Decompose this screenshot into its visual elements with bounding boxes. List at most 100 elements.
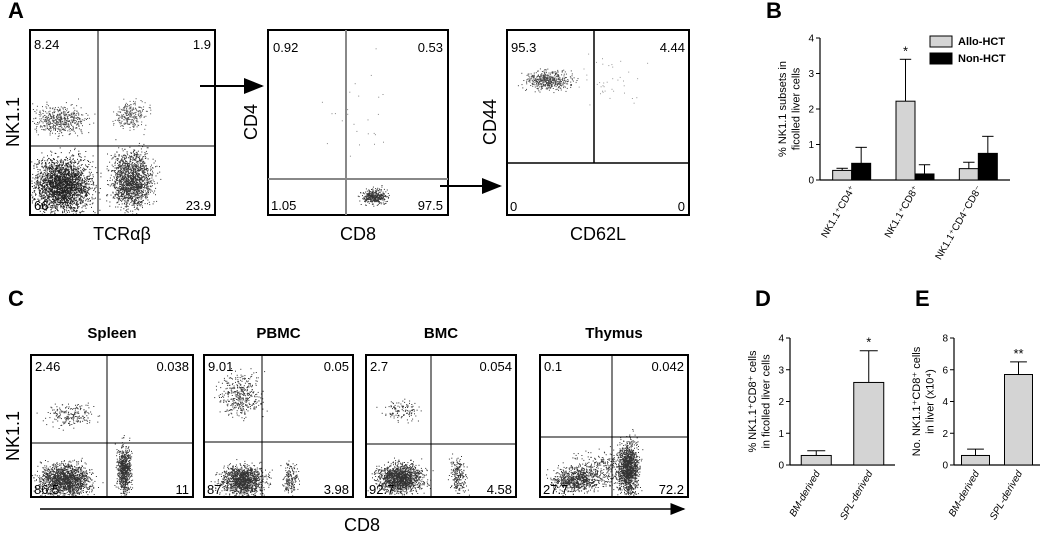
- legend-swatch: [929, 52, 953, 65]
- y-axis-title-line1: % NK1.1⁺CD8⁺ cells: [747, 350, 759, 453]
- quadrant-ur: 0.05: [324, 359, 349, 374]
- y-tick-label: 3: [778, 365, 784, 376]
- sample-title: Spleen: [87, 325, 136, 342]
- quadrant-lr: 4.58: [487, 482, 512, 497]
- significance-marker: **: [1013, 346, 1023, 361]
- flow-plot-c1: Spleen 2.46 0.038 86.5 11: [30, 325, 194, 498]
- bar: [914, 173, 935, 181]
- quadrant-lr: 3.98: [324, 482, 349, 497]
- flow-plot-c2: PBMC 9.01 0.05 87 3.98: [203, 325, 354, 498]
- legend-label: Allo-HCT: [958, 36, 1005, 48]
- plot-frame: [30, 354, 194, 498]
- y-axis-title-line1: No. NK1.1⁺CD8⁺ cells: [911, 346, 923, 456]
- quadrant-ul: 0.92: [273, 40, 298, 55]
- bar: [851, 162, 872, 181]
- panel-label-d: D: [755, 286, 771, 311]
- y-tick-label: 4: [778, 334, 784, 345]
- quadrant-lr: 0: [678, 199, 685, 214]
- quadrant-ll: 92.7: [369, 482, 394, 497]
- quadrant-ll: 0: [510, 199, 517, 214]
- plot-frame: [365, 354, 517, 498]
- bar-chart-d: 0 1 2 3 4 % NK1.1⁺CD8⁺ cellsin ficolled liver…: [747, 334, 895, 523]
- x-axis-title: CD62L: [570, 224, 626, 244]
- quadrant-ll: 87: [207, 482, 221, 497]
- y-tick-label: 6: [942, 365, 948, 376]
- bar: [961, 454, 990, 466]
- quadrant-ur: 0.53: [418, 40, 443, 55]
- y-axis-title: CD44: [480, 99, 500, 145]
- category-label: SPL-derived: [838, 469, 875, 523]
- y-tick-label: 0: [808, 176, 814, 187]
- scatter-density: [31, 98, 162, 215]
- plot-frame: [203, 354, 354, 498]
- panel-c-plots: Spleen 2.46 0.038 86.5 11 PBMC 9.01 0.05 87 3.98 B…: [30, 325, 689, 498]
- panel-c-x-axis-title: CD8: [344, 515, 380, 535]
- bar: [853, 381, 885, 466]
- y-tick-label: 0: [942, 461, 948, 472]
- y-axis-title-line1: % NK1.1 subsets in: [777, 61, 789, 157]
- category-label: NK1.1⁺CD8⁺: [883, 184, 922, 240]
- x-axis-title: CD8: [340, 224, 376, 244]
- y-tick-label: 2: [778, 397, 784, 408]
- quadrant-lr: 97.5: [418, 198, 443, 213]
- plot-frame: [29, 29, 216, 216]
- quadrant-ul: 8.24: [34, 37, 59, 52]
- y-tick-label: 8: [942, 334, 948, 345]
- quadrant-ur: 0.038: [156, 359, 189, 374]
- panel-label-b: B: [766, 0, 782, 23]
- plot-frame: [539, 354, 689, 498]
- quadrant-ul: 2.46: [35, 359, 60, 374]
- flow-plot-a1: 8.24 1.9 66 23.9 TCRαβ NK1.1: [3, 29, 216, 244]
- legend-label: Non-HCT: [958, 53, 1006, 65]
- bar: [958, 168, 979, 181]
- y-axis-title-line2: in liver (x10⁴): [924, 369, 936, 434]
- plot-frame: [506, 29, 690, 216]
- quadrant-ur: 0.054: [479, 359, 512, 374]
- y-tick-label: 2: [942, 429, 948, 440]
- sample-title: Thymus: [585, 325, 643, 342]
- scatter-density: [367, 398, 470, 497]
- y-tick-label: 3: [808, 69, 814, 80]
- bar: [800, 454, 832, 466]
- y-axis-title: NK1.1: [3, 97, 23, 147]
- bar-chart-e: 0 2 4 6 8 No. NK1.1⁺CD8⁺ cellsin liver (x10⁴)…: [911, 334, 1040, 522]
- y-tick-label: 0: [778, 461, 784, 472]
- quadrant-ul: 2.7: [370, 359, 388, 374]
- bar: [895, 100, 916, 181]
- quadrant-ll: 86.5: [34, 482, 59, 497]
- quadrant-ur: 4.44: [660, 40, 685, 55]
- panel-c-y-axis-title: NK1.1: [3, 411, 23, 461]
- flow-plot-c3: BMC 2.7 0.054 92.7 4.58: [365, 325, 517, 498]
- bar-chart-b: 0 1 2 3 4 % NK1.1 subsets inficolled liver ce…: [777, 34, 1010, 262]
- panel-label-c: C: [8, 286, 24, 311]
- flow-plot-a2: 0.92 0.53 1.05 97.5 CD8 CD4: [241, 29, 449, 244]
- y-axis-title: % NK1.1⁺CD8⁺ cellsin ficolled liver cell…: [747, 350, 772, 453]
- quadrant-ll: 27.7: [543, 482, 568, 497]
- panel-label-a: A: [8, 0, 24, 23]
- scatter-density: [517, 53, 649, 106]
- flow-plot-a3: 95.3 4.44 0 0 CD62L CD44: [480, 29, 690, 244]
- y-tick-label: 1: [778, 429, 784, 440]
- quadrant-ul: 0.1: [544, 359, 562, 374]
- quadrant-lr: 11: [176, 482, 190, 497]
- quadrant-ul: 95.3: [511, 40, 536, 55]
- quadrant-lr: 72.2: [659, 482, 684, 497]
- category-label: BM-derived: [788, 469, 823, 519]
- quadrant-ll: 1.05: [271, 198, 296, 213]
- significance-marker: *: [866, 335, 871, 350]
- sample-title: BMC: [424, 325, 458, 342]
- y-tick-label: 4: [808, 34, 814, 45]
- y-tick-label: 1: [808, 140, 814, 151]
- y-tick-label: 4: [942, 397, 948, 408]
- quadrant-ur: 0.042: [651, 359, 684, 374]
- quadrant-ll: 66: [34, 198, 48, 213]
- significance-marker: *: [903, 43, 908, 58]
- y-tick-label: 2: [808, 105, 814, 116]
- category-label: NK1.1⁺CD4⁺: [820, 184, 859, 240]
- scatter-density: [210, 368, 300, 497]
- y-axis-title: CD4: [241, 104, 261, 140]
- y-axis-title: % NK1.1 subsets inficolled liver cells: [777, 61, 802, 157]
- sample-title: PBMC: [256, 325, 300, 342]
- scatter-density: [321, 48, 390, 207]
